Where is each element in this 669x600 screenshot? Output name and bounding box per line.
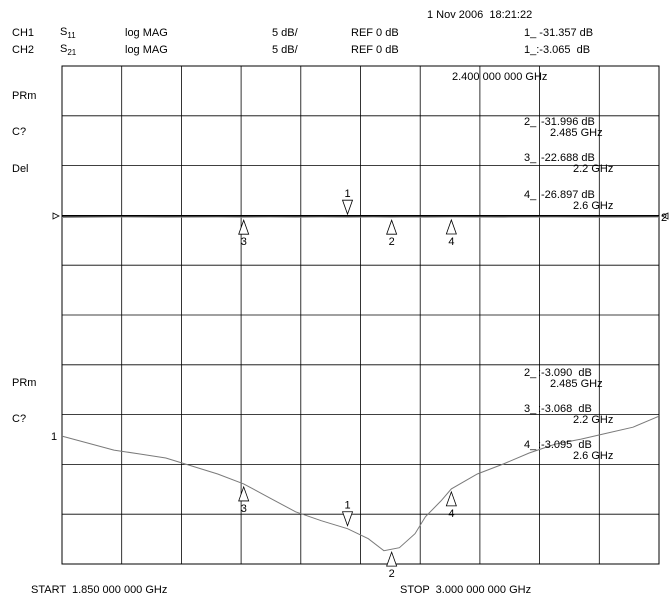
upper-marker-4-freq: 2.6 GHz xyxy=(573,200,614,212)
marker-1-s11-icon xyxy=(341,511,354,527)
ch1-param: S11 xyxy=(60,26,76,40)
lower-marker-2-value: :-3.090 dB xyxy=(538,367,592,379)
ch1-format: log MAG xyxy=(125,27,168,39)
prm-top-label: PRm xyxy=(12,90,37,102)
ch1-param-sub: 11 xyxy=(67,31,76,40)
trace-s21-number: 2 xyxy=(661,212,667,224)
upper-marker-2-freq: 2.485 GHz xyxy=(550,127,603,139)
marker-4-s21-icon xyxy=(445,218,457,235)
prm-bottom-label: PRm xyxy=(12,377,37,389)
upper-marker-2-value: -31.996 dB xyxy=(541,116,595,128)
traces: 21 xyxy=(51,212,667,552)
upper-marker-4-value: -26.897 dB xyxy=(541,189,595,201)
ch1-label: CH1 xyxy=(12,27,35,39)
graticule xyxy=(61,65,660,565)
lower-marker-2-freq: 2.485 GHz xyxy=(550,378,603,390)
trace-s11-number: 1 xyxy=(51,431,57,443)
marker-4-s11-label: 4 xyxy=(448,508,454,520)
marker-4-s21-label: 4 xyxy=(448,236,454,248)
trace-s11 xyxy=(61,415,660,552)
lower-marker-3-freq: 2.2 GHz xyxy=(573,414,614,426)
ch2-format: log MAG xyxy=(125,44,168,56)
ch2-marker-readout: 1_:-3.065 dB xyxy=(524,44,591,56)
reference-right-arrow xyxy=(661,212,669,220)
start-frequency: START 1.850 000 000 GHz xyxy=(31,584,168,596)
ch1-scale: 5 dB/ xyxy=(272,27,298,39)
marker-2-s11-label: 2 xyxy=(389,568,395,580)
lower-marker-4-freq: 2.6 GHz xyxy=(573,450,614,462)
c-bottom-label: C? xyxy=(12,413,27,425)
marker-1-s21-label: 1 xyxy=(345,188,351,200)
marker1-freq: 2.400 000 000 GHz xyxy=(452,71,548,83)
upper-marker-4-id: 4_ xyxy=(524,189,537,201)
marker-4-s11-icon xyxy=(445,490,457,507)
upper-marker-2-id: 2_ xyxy=(524,116,537,128)
lower-marker-3-id: 3_ xyxy=(524,403,537,415)
ch2-ref: REF 0 dB xyxy=(351,44,399,56)
marker-3-s11-label: 3 xyxy=(241,503,247,515)
ch2-param-letter: S xyxy=(60,43,68,55)
c-top-label: C? xyxy=(12,126,27,138)
upper-marker-3-id: 3_ xyxy=(524,152,537,164)
marker-2-s21-icon xyxy=(386,219,398,235)
stop-frequency: STOP 3.000 000 000 GHz xyxy=(400,584,532,596)
datetime: 1 Nov 2006 18:21:22 xyxy=(427,9,533,21)
ch2-param: S21 xyxy=(60,43,77,57)
marker-2-s21-label: 2 xyxy=(389,236,395,248)
ch1-marker-readout: 1_ -31.357 dB xyxy=(524,27,594,39)
lower-marker-4-id: 4_ xyxy=(524,439,537,451)
del-label: Del xyxy=(12,163,29,175)
reference-left-arrow xyxy=(52,212,60,220)
marker-triangles: 1 2 3 4 1 2 3 4 xyxy=(238,188,457,580)
lower-marker-4-value: :-3.095 dB xyxy=(538,439,592,451)
marker-3-s11-icon xyxy=(238,485,250,502)
marker-3-s21-label: 3 xyxy=(241,236,247,248)
marker-1-s21-icon xyxy=(341,199,354,216)
marker-1-s11-label: 1 xyxy=(345,500,351,512)
reference-line xyxy=(52,212,669,220)
upper-marker-3-freq: 2.2 GHz xyxy=(573,163,614,175)
ch2-label: CH2 xyxy=(12,44,35,56)
marker-3-s21-icon xyxy=(238,219,250,235)
marker-2-s11-icon xyxy=(386,550,398,567)
ch2-param-sub: 21 xyxy=(67,48,77,57)
upper-marker-3-value: -22.688 dB xyxy=(541,152,595,164)
ch2-scale: 5 dB/ xyxy=(272,44,298,56)
lower-marker-2-id: 2_ xyxy=(524,367,537,379)
ch1-param-letter: S xyxy=(60,26,68,38)
trace-s21 xyxy=(61,216,660,218)
lower-marker-3-value: :-3.068 dB xyxy=(538,403,592,415)
ch1-ref: REF 0 dB xyxy=(351,27,399,39)
